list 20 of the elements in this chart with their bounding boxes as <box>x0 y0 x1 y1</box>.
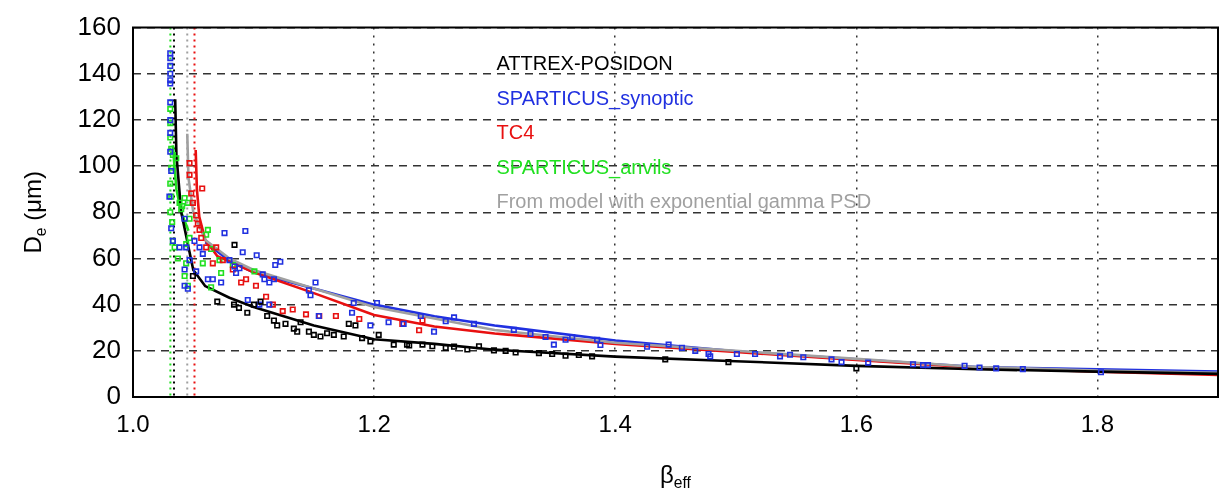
x-tick-label: 1.0 <box>116 410 150 438</box>
y-tick-label: 80 <box>92 195 121 226</box>
y-tick-label: 120 <box>77 103 121 134</box>
text: SPARTICUS_synoptic <box>496 86 694 110</box>
y-tick-label: 160 <box>77 10 121 41</box>
y-axis-title: De (μm) <box>18 171 49 254</box>
y-tick-label: 40 <box>92 287 121 318</box>
text: SPARTICUS_anvils <box>496 155 672 179</box>
y-tick-label: 20 <box>92 334 121 364</box>
text: From model with exponential gamma PSD <box>496 190 872 213</box>
y-tick-label: 0 <box>106 380 121 411</box>
x-tick-label: 1.8 <box>1080 410 1115 438</box>
y-tick-label: 60 <box>92 241 121 272</box>
x-tick-label: 1.6 <box>839 410 874 438</box>
y-tick-label: 100 <box>77 149 121 180</box>
x-tick-label: 1.4 <box>598 410 632 438</box>
x-tick-label: 1.2 <box>357 410 391 438</box>
text: TC4 <box>496 121 535 144</box>
y-tick-label: 140 <box>77 56 121 87</box>
text: ATTREX-POSIDON <box>496 52 673 75</box>
